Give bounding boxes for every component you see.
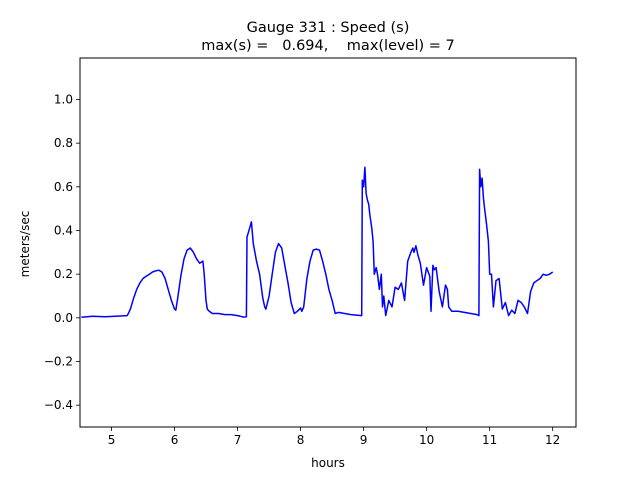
series-line-0 — [81, 166, 554, 318]
y-tick-label: 0.4 — [54, 223, 73, 237]
y-axis-label: meters/sec — [18, 211, 32, 278]
y-tick-label: 0.6 — [54, 180, 73, 194]
chart-title: Gauge 331 : Speed (s) — [247, 20, 410, 36]
y-tick-label: 0.0 — [54, 311, 73, 325]
plot-area: 5 6 7 8 9 10 11 12 −0.4 −0.2 0.0 0.2 0.4 0.6 0.8 1.0 — [44, 57, 577, 447]
x-tick-label: 8 — [297, 433, 305, 447]
x-tick-label: 6 — [171, 433, 179, 447]
y-tick-label: 1.0 — [54, 92, 73, 106]
plot-frame — [79, 57, 577, 428]
x-tick-label: 7 — [234, 433, 242, 447]
x-axis-label: hours — [311, 456, 345, 470]
y-tick-label: −0.4 — [44, 398, 73, 412]
chart-subtitle: max(s) = 0.694, max(level) = 7 — [201, 38, 455, 54]
x-tick-label: 12 — [545, 433, 560, 447]
x-tick-label: 5 — [108, 433, 116, 447]
x-tick-label: 11 — [482, 433, 497, 447]
x-tick-label: 10 — [419, 433, 434, 447]
y-tick-label: 0.2 — [54, 267, 73, 281]
y-tick-label: 0.8 — [54, 136, 73, 150]
x-tick-label: 9 — [360, 433, 368, 447]
y-tick-label: −0.2 — [44, 354, 73, 368]
